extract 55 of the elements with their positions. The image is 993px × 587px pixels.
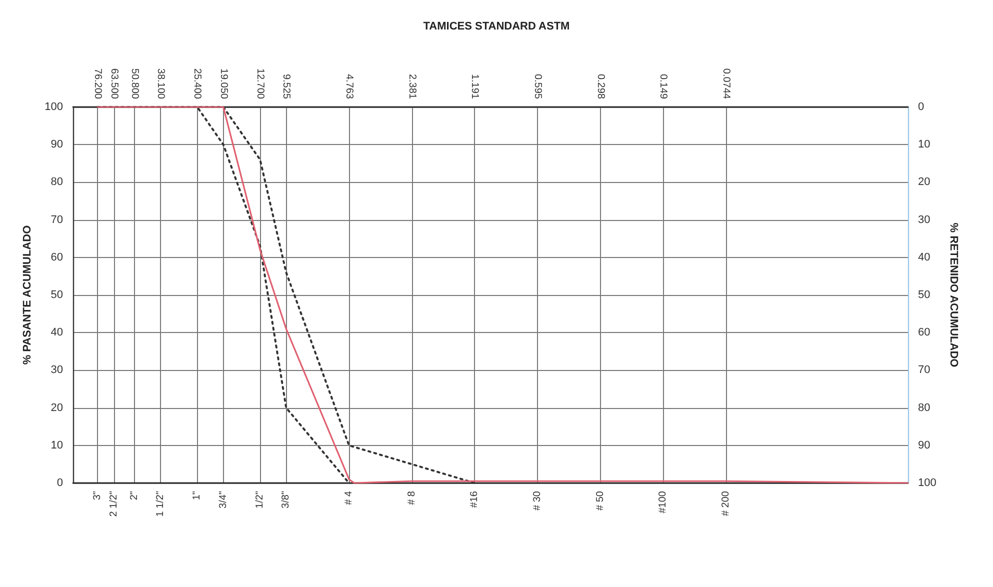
x-tick-label: 12.700 bbox=[254, 68, 266, 100]
text: # 4 bbox=[343, 490, 354, 505]
text: 1 1/2" bbox=[154, 490, 166, 517]
y2-tick-label: 40 bbox=[918, 251, 930, 264]
y-tick-label: 50 bbox=[50, 289, 63, 301]
y-tick-label: 0 bbox=[56, 477, 63, 489]
chart-title: TAMICES STANDARD ASTM bbox=[423, 20, 570, 32]
y-tick-label: 100 bbox=[44, 101, 63, 113]
y2-tick-label: 100 bbox=[918, 477, 936, 489]
text: 3" bbox=[92, 490, 104, 500]
y2-axis-title: % RETENIDO ACUMULADO bbox=[948, 222, 960, 368]
y-tick-label: 20 bbox=[50, 402, 63, 414]
y-tick-label: 40 bbox=[50, 326, 63, 339]
y2-tick-label: 30 bbox=[918, 214, 930, 226]
text: 3/8" bbox=[280, 490, 292, 508]
y2-tick-label: 10 bbox=[918, 138, 930, 151]
y-tick-label: 60 bbox=[50, 251, 63, 264]
y2-tick-label: 0 bbox=[918, 101, 924, 113]
x-tick-label: 0.149 bbox=[658, 74, 669, 100]
x-tick-label: 0.298 bbox=[594, 74, 606, 100]
text: 2" bbox=[128, 490, 140, 500]
text: 2 1/2" bbox=[108, 490, 120, 517]
y2-tick-label: 20 bbox=[918, 176, 930, 188]
y-tick-label: 30 bbox=[50, 364, 63, 376]
x-tick-label: 2.381 bbox=[406, 74, 418, 100]
x-tick-label: 38.100 bbox=[154, 68, 166, 100]
y-tick-label: 90 bbox=[50, 138, 63, 151]
text: #16 bbox=[469, 490, 480, 508]
x-tick-label: 25.400 bbox=[192, 68, 203, 100]
x-tick-label: 76.200 bbox=[92, 68, 104, 100]
x-tick-label: 0.0744 bbox=[720, 68, 732, 100]
text: # 200 bbox=[720, 490, 732, 516]
text: 1" bbox=[192, 490, 203, 500]
y-tick-label: 10 bbox=[50, 439, 63, 452]
y-tick-label: 70 bbox=[50, 214, 63, 226]
y2-tick-label: 50 bbox=[918, 289, 930, 301]
x-tick-label: 0.595 bbox=[532, 74, 544, 100]
x-tick-label: 63.500 bbox=[108, 68, 120, 100]
text: 3/4" bbox=[218, 490, 229, 508]
x-tick-label: 4.763 bbox=[343, 74, 354, 100]
y2-tick-label: 60 bbox=[918, 326, 930, 339]
text: # 50 bbox=[594, 490, 606, 510]
text: # 30 bbox=[532, 490, 544, 510]
text: #100 bbox=[658, 490, 669, 514]
text: # 8 bbox=[406, 490, 418, 505]
y2-tick-label: 80 bbox=[918, 402, 930, 414]
text: 1/2" bbox=[254, 490, 266, 508]
y-tick-label: 80 bbox=[50, 176, 63, 188]
x-tick-label: 19.050 bbox=[218, 68, 229, 100]
y2-tick-label: 70 bbox=[918, 364, 930, 376]
x-tick-label: 1.191 bbox=[469, 74, 480, 100]
y2-tick-label: 90 bbox=[918, 439, 930, 452]
y-axis-title: % PASANTE ACUMULADO bbox=[22, 224, 34, 365]
x-tick-label: 50.800 bbox=[128, 68, 140, 100]
x-tick-label: 9.525 bbox=[280, 74, 292, 100]
